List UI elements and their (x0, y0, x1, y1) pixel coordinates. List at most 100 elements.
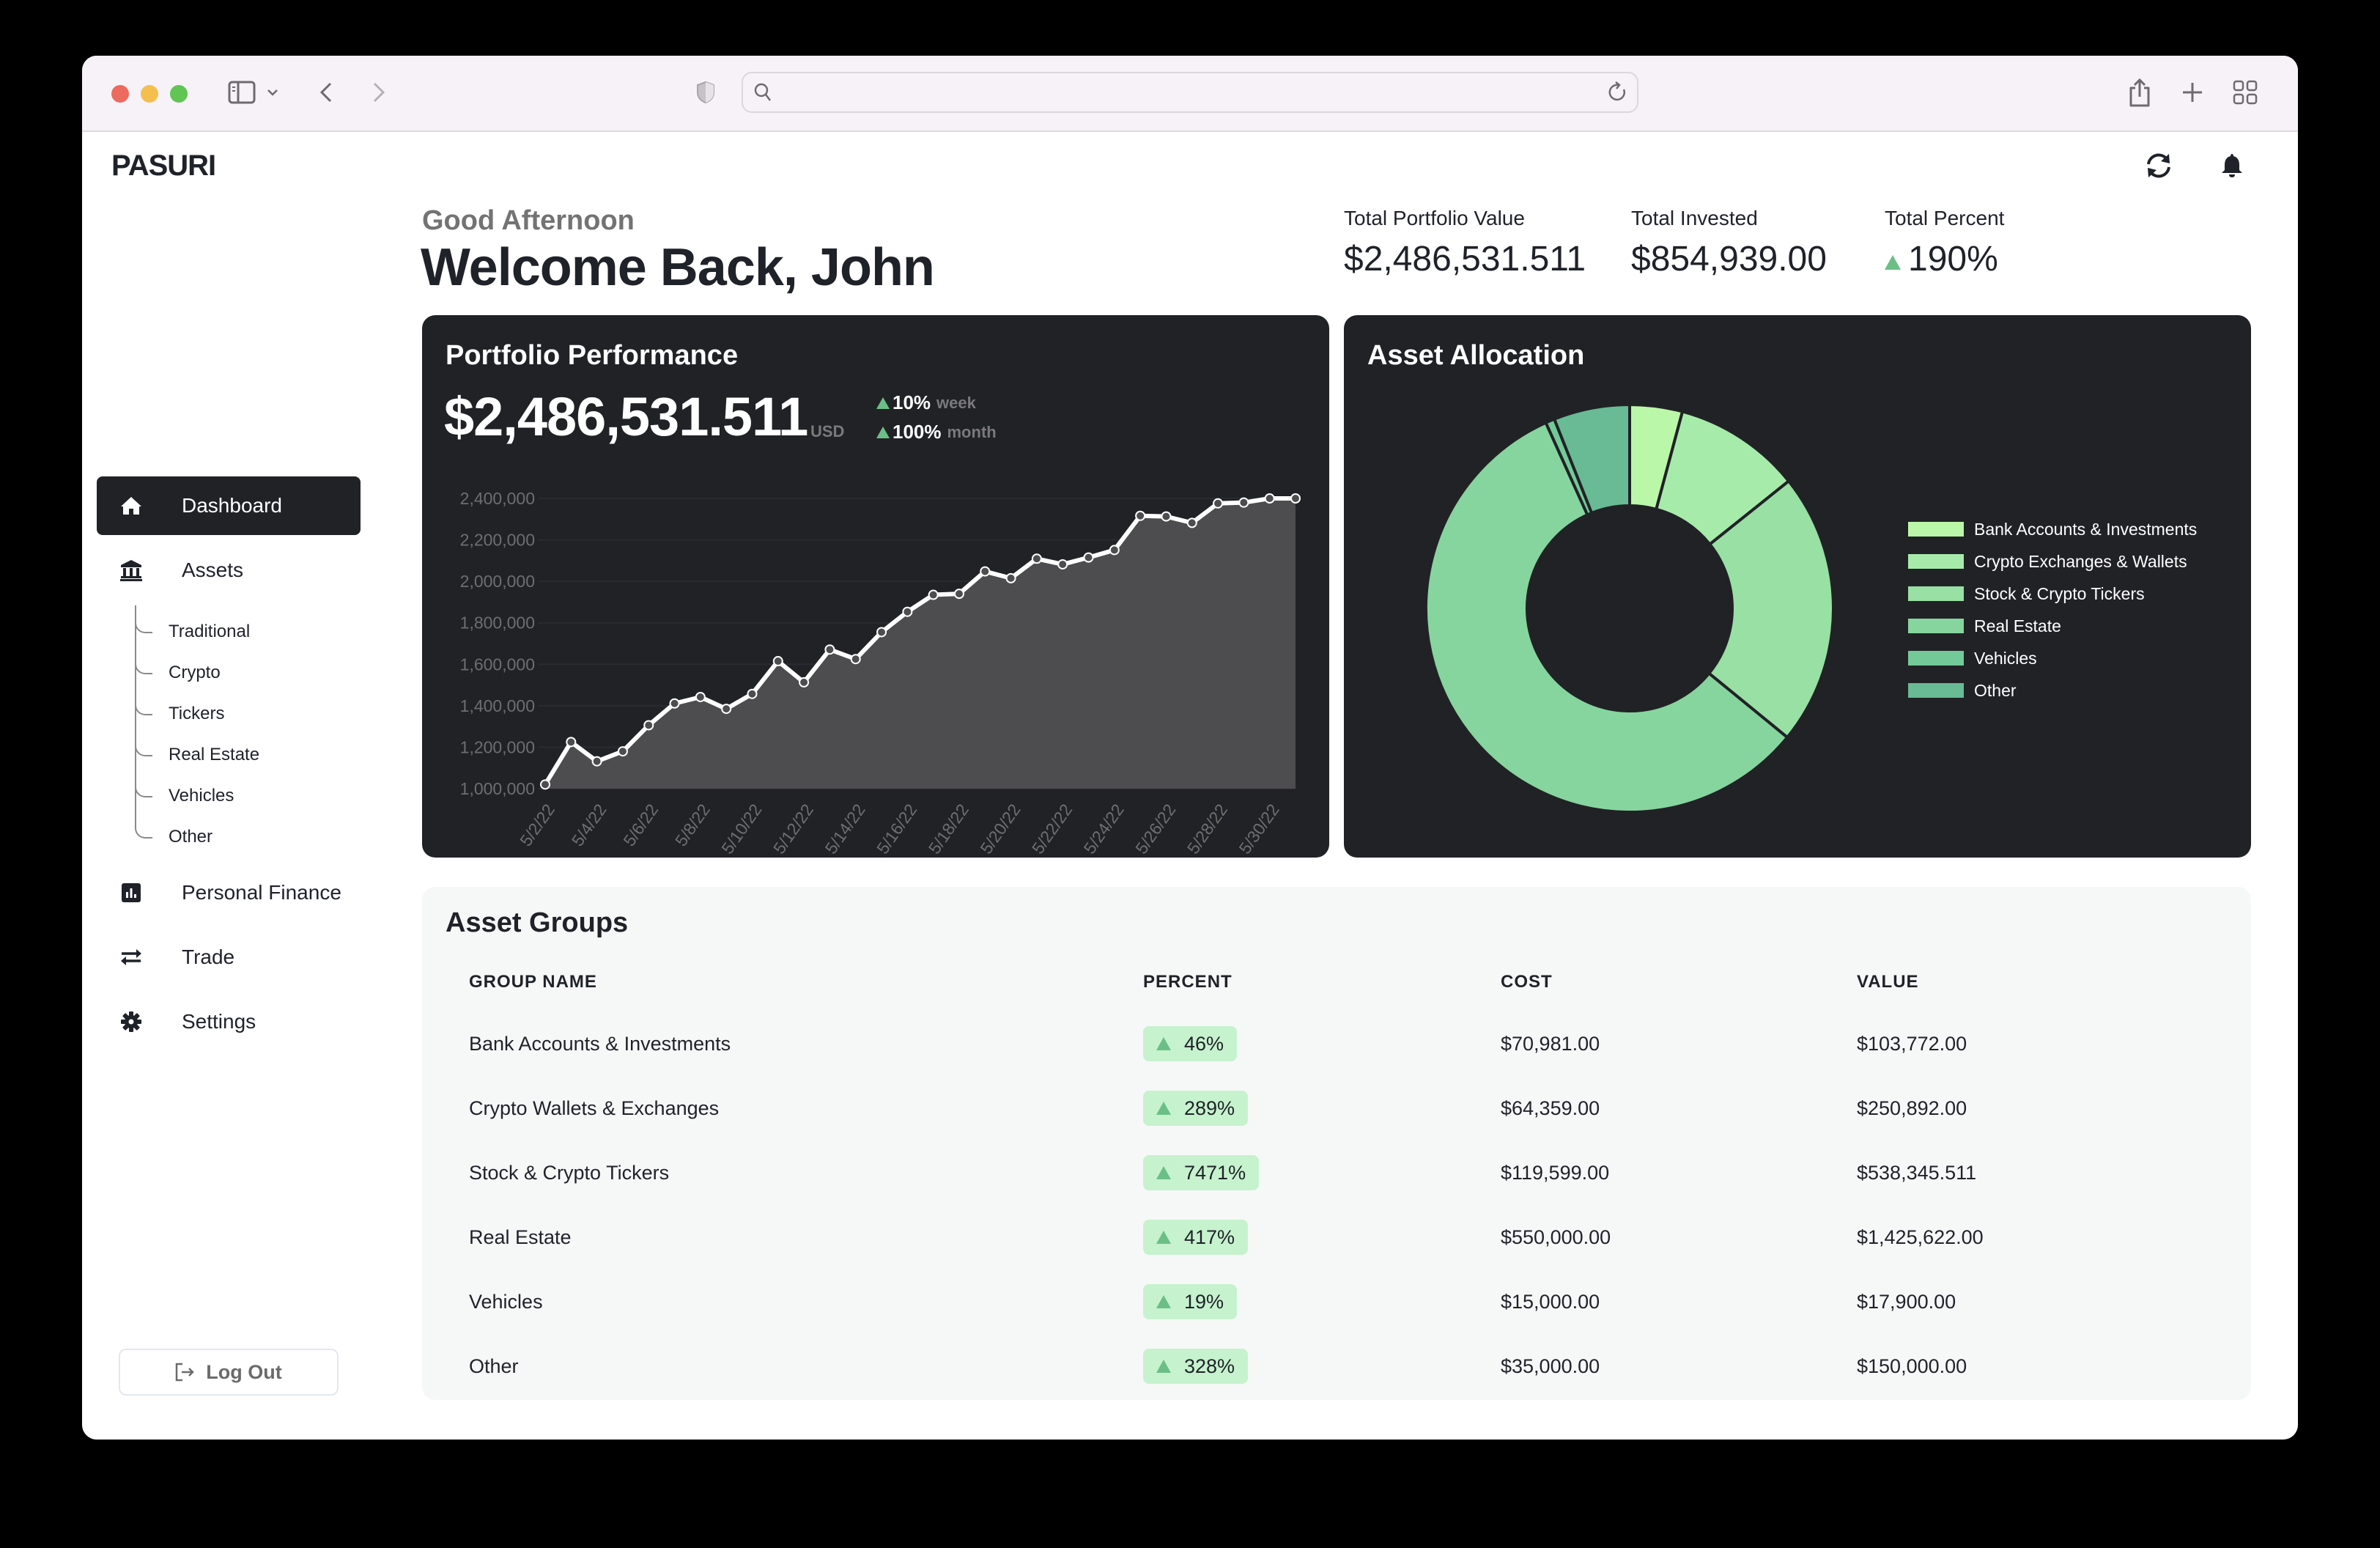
currency-label: USD (810, 422, 845, 441)
logout-label: Log Out (206, 1360, 282, 1383)
asset-allocation-donut[interactable] (1344, 315, 2251, 858)
svg-text:5/8/22: 5/8/22 (671, 800, 714, 849)
trend-up-icon (876, 397, 890, 409)
table-row[interactable]: Bank Accounts & Investments 46% $70,981.00… (422, 1026, 2251, 1091)
status-badge: 19% (1143, 1284, 1238, 1319)
svg-text:1,000,000: 1,000,000 (460, 779, 535, 798)
stat-total-percent: Total Percent 190% (1885, 207, 2004, 279)
submenu-item-vehicles[interactable]: Vehicles (135, 775, 361, 817)
back-icon[interactable] (315, 78, 337, 107)
sidebar-item-settings[interactable]: Settings (97, 992, 361, 1051)
svg-text:1,600,000: 1,600,000 (460, 655, 535, 674)
refresh-icon[interactable] (2141, 148, 2176, 183)
legend-item[interactable]: Stock & Crypto Tickers (1908, 578, 2197, 610)
percent-value: 289% (1184, 1096, 1235, 1119)
legend-label: Other (1974, 680, 2017, 700)
forward-icon[interactable] (368, 78, 390, 107)
portfolio-line-chart[interactable]: 1,000,000 1,200,000 1,400,000 1,600,000 1,80… (422, 315, 1329, 858)
table-row[interactable]: Real Estate 417% $550,000.00 $1,425,622.00 (422, 1220, 2251, 1284)
trend-up-icon (1156, 1360, 1171, 1373)
legend-label: Vehicles (1974, 648, 2037, 668)
card-title: Portfolio Performance (446, 340, 739, 371)
month-change: 100% month (876, 421, 997, 443)
app-logo[interactable]: PASURI (111, 150, 216, 182)
svg-text:5/14/22: 5/14/22 (821, 800, 869, 858)
page-title: Welcome Back, John (421, 238, 935, 297)
sidebar-item-label: Trade (182, 946, 235, 968)
new-tab-icon[interactable] (2178, 78, 2207, 107)
chevron-down-icon[interactable] (264, 82, 281, 103)
legend-swatch (1908, 586, 1964, 601)
close-window-button[interactable] (111, 85, 129, 103)
stat-value-wrap: 190% (1885, 239, 2004, 279)
legend-swatch (1908, 683, 1964, 698)
sidebar-item-assets[interactable]: Assets (97, 541, 361, 600)
table-row[interactable]: Vehicles 19% $15,000.00 $17,900.00 (422, 1284, 2251, 1349)
column-header-percent[interactable]: PERCENT (1143, 972, 1232, 992)
week-change: 10% week (876, 391, 976, 414)
legend-label: Bank Accounts & Investments (1974, 519, 2198, 539)
legend-swatch (1908, 522, 1964, 537)
shield-icon[interactable] (695, 78, 717, 107)
exchange-icon (119, 945, 144, 970)
trend-up-icon (1156, 1166, 1171, 1179)
maximize-window-button[interactable] (170, 85, 188, 103)
trend-up-icon (1156, 1102, 1171, 1115)
table-row[interactable]: Stock & Crypto Tickers 7471% $119,599.00 $5… (422, 1155, 2251, 1220)
tree-branch (135, 821, 152, 838)
url-bar[interactable] (742, 72, 1638, 113)
logout-button[interactable]: Log Out (119, 1349, 339, 1396)
group-name-cell: Crypto Wallets & Exchanges (469, 1096, 720, 1119)
legend-item[interactable]: Crypto Exchanges & Wallets (1908, 545, 2197, 578)
legend-item[interactable]: Real Estate (1908, 610, 2197, 642)
svg-text:1,200,000: 1,200,000 (460, 737, 535, 756)
submenu-item-real-estate[interactable]: Real Estate (135, 734, 361, 775)
submenu-item-other[interactable]: Other (135, 817, 361, 858)
legend-item[interactable]: Other (1908, 674, 2197, 707)
percent-cell: 7471% (1143, 1155, 1260, 1190)
column-header-group-name[interactable]: GROUP NAME (469, 972, 597, 992)
submenu-item-crypto[interactable]: Crypto (135, 652, 361, 693)
status-badge: 46% (1143, 1026, 1238, 1061)
table-row[interactable]: Other 328% $35,000.00 $150,000.00 (422, 1349, 2251, 1413)
legend-item[interactable]: Bank Accounts & Investments (1908, 513, 2197, 545)
month-change-label: month (947, 422, 997, 441)
trend-up-icon (876, 426, 890, 438)
tab-overview-icon[interactable] (2231, 78, 2260, 107)
percent-value: 46% (1184, 1032, 1224, 1055)
table-row[interactable]: Crypto Wallets & Exchanges 289% $64,359.00… (422, 1091, 2251, 1155)
submenu-item-traditional[interactable]: Traditional (135, 611, 361, 652)
status-badge: 328% (1143, 1349, 1249, 1384)
minimize-window-button[interactable] (141, 85, 158, 103)
tree-branch (135, 616, 152, 633)
cost-cell: $550,000.00 (1501, 1226, 1611, 1248)
reload-icon[interactable] (1608, 81, 1628, 108)
cost-cell: $15,000.00 (1501, 1290, 1600, 1313)
legend-item[interactable]: Vehicles (1908, 642, 2197, 674)
legend-label: Stock & Crypto Tickers (1974, 583, 2145, 603)
sidebar-item-label: Dashboard (182, 494, 282, 517)
bell-icon[interactable] (2214, 148, 2250, 183)
sidebar-item-personal-finance[interactable]: Personal Finance (97, 863, 361, 922)
tree-branch (135, 657, 152, 674)
group-name-cell: Real Estate (469, 1226, 572, 1248)
svg-text:5/28/22: 5/28/22 (1183, 800, 1231, 858)
status-badge: 289% (1143, 1091, 1249, 1126)
status-badge: 7471% (1143, 1155, 1260, 1190)
column-header-value[interactable]: VALUE (1857, 972, 1919, 992)
sidebar-item-dashboard[interactable]: Dashboard (97, 476, 361, 535)
sidebar-toggle-icon[interactable] (226, 78, 258, 107)
svg-text:5/10/22: 5/10/22 (717, 800, 765, 858)
legend-swatch (1908, 554, 1964, 569)
sidebar-item-trade[interactable]: Trade (97, 928, 361, 987)
percent-cell: 328% (1143, 1349, 1249, 1384)
svg-text:5/18/22: 5/18/22 (925, 800, 972, 858)
column-header-cost[interactable]: COST (1501, 972, 1553, 992)
percent-cell: 19% (1143, 1284, 1238, 1319)
share-icon[interactable] (2125, 75, 2154, 110)
submenu-label: Crypto (169, 663, 221, 682)
submenu-item-tickers[interactable]: Tickers (135, 693, 361, 734)
svg-text:5/4/22: 5/4/22 (568, 800, 610, 849)
group-name-cell: Other (469, 1354, 519, 1377)
sidebar: Dashboard Assets Traditional Crypto Tick… (97, 476, 361, 1057)
